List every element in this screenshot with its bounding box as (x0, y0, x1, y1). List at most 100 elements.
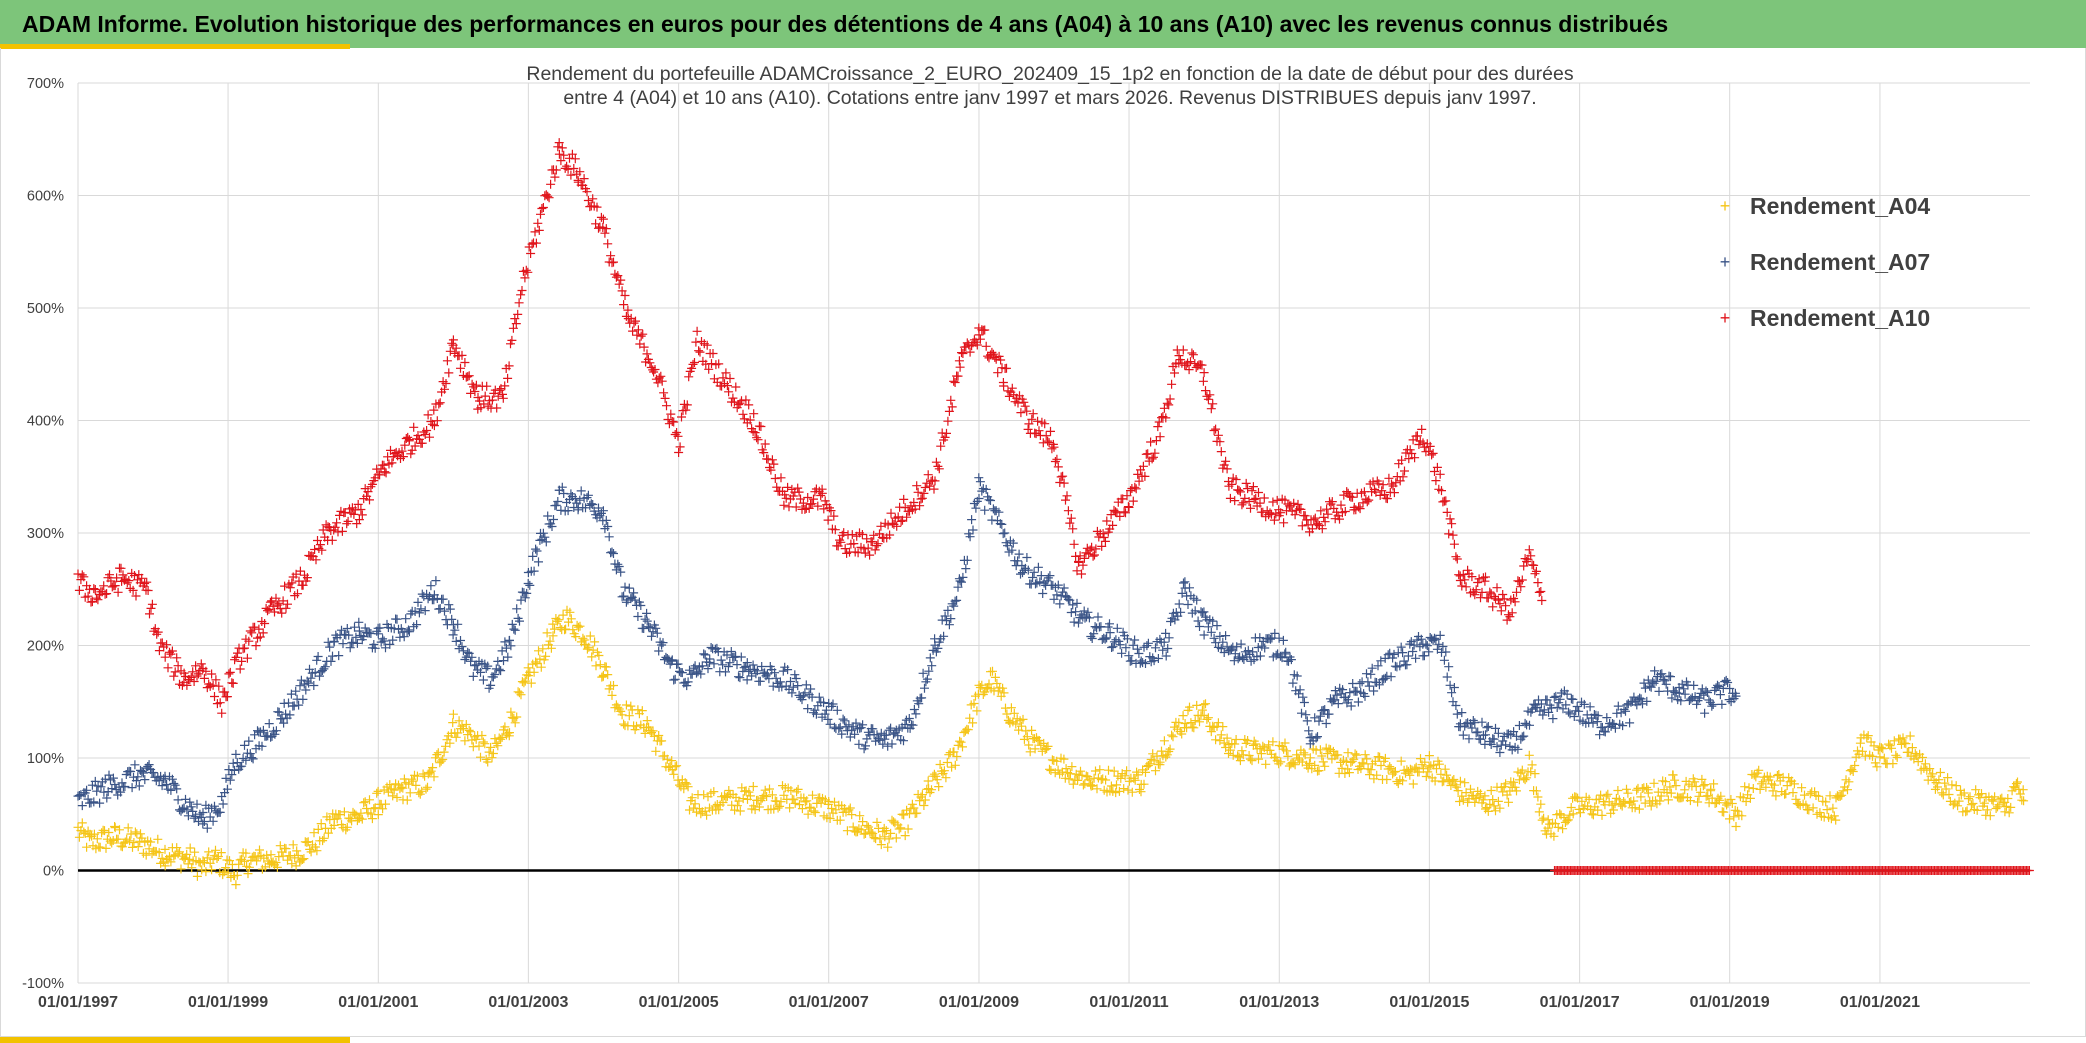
scatter-point-rendement_a10 (1501, 601, 1511, 611)
scatter-point-rendement_a10 (660, 393, 670, 403)
scatter-point-rendement_a07 (980, 505, 990, 515)
scatter-point-rendement_a07 (1153, 654, 1163, 663)
scatter-point-rendement_a04 (648, 726, 658, 736)
scatter-point-rendement_a07 (1133, 644, 1142, 654)
scatter-point-rendement_a07 (755, 676, 765, 686)
scatter-point-rendement_a07 (1288, 678, 1298, 688)
scatter-point-rendement_a04 (1979, 798, 1989, 808)
scatter-point-rendement_a07 (793, 681, 803, 691)
scatter-point-rendement_a04 (1442, 770, 1452, 780)
scatter-point-rendement_a07 (620, 582, 630, 592)
scatter-point-rendement_a04 (136, 829, 145, 839)
scatter-point-rendement_a10 (295, 566, 305, 576)
scatter-point-rendement_a04 (1553, 822, 1563, 832)
scatter-point-rendement_a04 (1913, 757, 1923, 767)
scatter-point-rendement_a04 (657, 736, 667, 746)
scatter-point-rendement_a10 (230, 655, 240, 665)
scatter-point-rendement_a10 (659, 388, 669, 398)
scatter-point-rendement_a10 (441, 379, 451, 388)
scatter-point-rendement_a10 (199, 673, 209, 683)
scatter-point-rendement_a07 (445, 604, 455, 614)
scatter-point-rendement_a04 (288, 840, 298, 850)
scatter-point-rendement_a07 (1599, 726, 1609, 736)
scatter-point-rendement_a07 (908, 720, 918, 730)
scatter-point-rendement_a04 (1192, 700, 1202, 710)
scatter-point-rendement_a04 (886, 828, 896, 838)
scatter-point-rendement_a07 (1219, 648, 1229, 657)
scatter-point-rendement_a04 (1531, 786, 1541, 796)
scatter-point-rendement_a10 (327, 535, 337, 545)
scatter-point-rendement_a07 (851, 718, 861, 728)
scatter-point-rendement_a07 (241, 755, 251, 765)
scatter-point-rendement_a04 (2004, 808, 2014, 818)
scatter-point-rendement_a10 (310, 545, 320, 554)
scatter-point-rendement_a07 (1419, 651, 1429, 661)
scatter-point-rendement_a10 (1530, 569, 1540, 579)
scatter-point-rendement_a10 (73, 569, 83, 579)
scatter-point-rendement_a04 (1195, 717, 1204, 727)
scatter-point-rendement_a04 (880, 832, 890, 842)
scatter-point-rendement_a07 (726, 647, 736, 656)
scatter-point-rendement_a04 (1084, 775, 1094, 785)
scatter-point-rendement_a07 (834, 724, 844, 733)
scatter-point-rendement_a04 (1898, 733, 1908, 743)
scatter-point-rendement_a07 (1613, 701, 1623, 711)
scatter-point-rendement_a10 (493, 391, 503, 401)
scatter-point-rendement_a10 (189, 677, 199, 686)
scatter-point-rendement_a04 (662, 754, 672, 764)
scatter-point-rendement_a10 (363, 487, 373, 497)
scatter-point-rendement_a10 (920, 483, 930, 492)
scatter-point-rendement_a10 (83, 591, 93, 601)
scatter-point-rendement_a07 (1022, 553, 1032, 562)
scatter-point-rendement_a07 (1467, 723, 1477, 733)
scatter-point-rendement_a10 (666, 409, 676, 419)
scatter-point-rendement_a04 (585, 631, 595, 641)
scatter-point-rendement_a07 (1338, 685, 1348, 695)
scatter-point-rendement_a04 (1878, 744, 1888, 754)
scatter-point-rendement_a07 (95, 798, 105, 808)
scatter-point-rendement_a07 (797, 695, 807, 705)
scatter-point-rendement_a07 (1625, 718, 1635, 728)
scatter-point-rendement_a07 (617, 592, 627, 602)
scatter-point-rendement_a04 (476, 752, 485, 762)
scatter-point-rendement_a07 (1089, 629, 1099, 639)
scatter-point-rendement_a07 (458, 646, 468, 656)
scatter-point-rendement_a04 (1344, 768, 1354, 778)
scatter-point-rendement_a04 (1495, 803, 1505, 813)
scatter-point-rendement_a10 (594, 223, 603, 233)
scatter-point-rendement_a07 (354, 617, 364, 627)
y-tick-label: 100% (27, 751, 64, 767)
legend-item-a04: + Rendement_A04 (1716, 178, 1931, 234)
scatter-point-rendement_a07 (1330, 686, 1340, 696)
scatter-point-rendement_a07 (736, 652, 746, 662)
scatter-point-rendement_a07 (1441, 647, 1451, 657)
legend-item-a10: + Rendement_A10 (1716, 290, 1931, 346)
scatter-point-rendement_a07 (1276, 651, 1285, 661)
scatter-point-rendement_a10 (1153, 422, 1163, 432)
scatter-point-rendement_a07 (1302, 716, 1312, 726)
scatter-point-rendement_a04 (1365, 770, 1374, 780)
scatter-point-rendement_a10 (337, 526, 347, 536)
scatter-point-rendement_a07 (1482, 723, 1492, 733)
scatter-point-rendement_a07 (1000, 528, 1010, 538)
scatter-point-rendement_a07 (1568, 694, 1578, 704)
scatter-point-rendement_a04 (869, 833, 879, 843)
scatter-point-rendement_a04 (1434, 759, 1444, 769)
scatter-point-rendement_a04 (607, 690, 617, 700)
scatter-point-rendement_a04 (426, 766, 436, 776)
scatter-point-rendement_a10 (425, 432, 434, 442)
scatter-point-rendement_a04 (146, 837, 156, 847)
scatter-point-rendement_a04 (988, 666, 997, 676)
scatter-point-rendement_a04 (316, 819, 326, 829)
scatter-point-rendement_a07 (1274, 633, 1284, 643)
scatter-point-rendement_a07 (309, 681, 319, 690)
scatter-point-rendement_a04 (786, 786, 796, 795)
scatter-point-rendement_a04 (232, 870, 242, 880)
scatter-point-rendement_a10 (1444, 529, 1454, 539)
scatter-point-rendement_a07 (1248, 647, 1258, 657)
scatter-point-rendement_a04 (1754, 765, 1764, 775)
scatter-point-rendement_a07 (549, 515, 558, 524)
scatter-point-rendement_a04 (1317, 751, 1327, 761)
scatter-point-rendement_a07 (696, 669, 706, 679)
scatter-point-rendement_a04 (699, 790, 709, 800)
